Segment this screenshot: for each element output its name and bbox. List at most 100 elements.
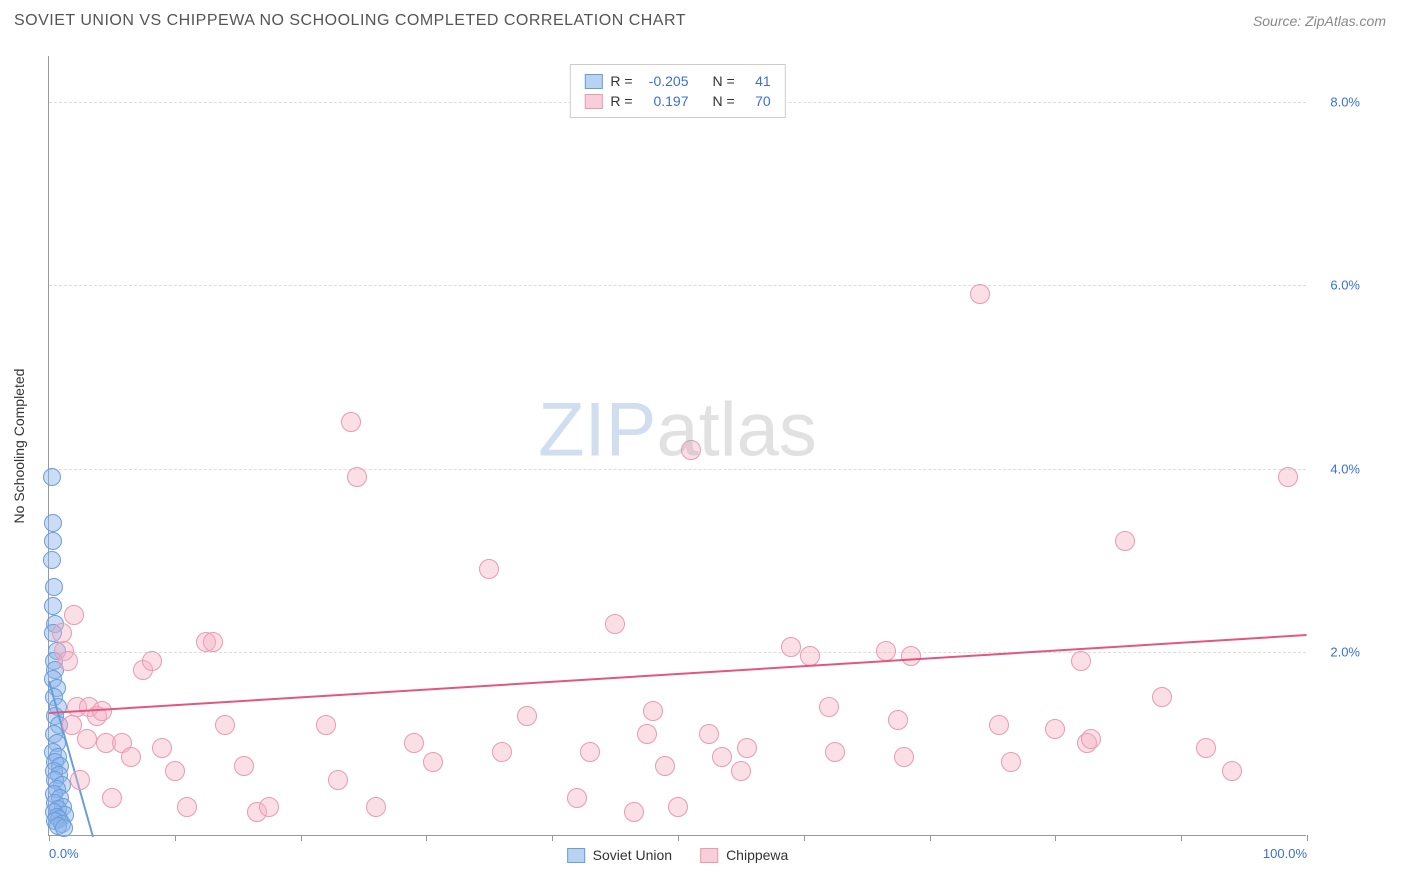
data-point xyxy=(825,742,845,762)
data-point xyxy=(699,724,719,744)
data-point xyxy=(423,752,443,772)
data-point xyxy=(901,646,921,666)
trend-line xyxy=(49,634,1307,714)
data-point xyxy=(970,284,990,304)
x-tick xyxy=(426,835,427,841)
correlation-legend: R =-0.205N =41 R = 0.197 N = 70 xyxy=(569,64,785,118)
chart-title: SOVIET UNION VS CHIPPEWA NO SCHOOLING CO… xyxy=(14,12,686,30)
data-point xyxy=(102,788,122,808)
data-point xyxy=(1071,651,1091,671)
data-point xyxy=(492,742,512,762)
data-point xyxy=(737,738,757,758)
data-point xyxy=(43,468,61,486)
data-point xyxy=(52,623,72,643)
watermark-atlas: atlas xyxy=(656,387,817,472)
x-tick xyxy=(1307,835,1308,841)
data-point xyxy=(328,770,348,790)
data-point xyxy=(121,747,141,767)
grid-line xyxy=(49,652,1306,653)
data-point xyxy=(44,514,62,532)
legend-r-value: -0.205 xyxy=(641,73,689,89)
legend-n-value: 41 xyxy=(743,73,771,89)
data-point xyxy=(567,788,587,808)
data-point xyxy=(1152,687,1172,707)
data-point xyxy=(894,747,914,767)
data-point xyxy=(888,710,908,730)
x-tick xyxy=(175,835,176,841)
legend-r-value: 0.197 xyxy=(641,93,689,109)
data-point xyxy=(517,706,537,726)
legend-swatch xyxy=(584,74,602,89)
x-tick xyxy=(49,835,50,841)
y-tick-label: 2.0% xyxy=(1330,645,1360,660)
x-tick xyxy=(552,835,553,841)
data-point xyxy=(142,651,162,671)
legend-n-label: N = xyxy=(713,93,735,109)
legend-swatch xyxy=(567,848,585,863)
x-tick xyxy=(678,835,679,841)
x-tick-label: 0.0% xyxy=(49,846,79,861)
data-point xyxy=(605,614,625,634)
data-point xyxy=(58,651,78,671)
data-point xyxy=(819,697,839,717)
legend-r-label: R = xyxy=(610,93,632,109)
legend-label: Soviet Union xyxy=(593,847,672,863)
y-tick-label: 4.0% xyxy=(1330,461,1360,476)
data-point xyxy=(55,819,73,837)
chart-container: No Schooling Completed ZIPatlas R =-0.20… xyxy=(48,56,1338,836)
data-point xyxy=(44,532,62,550)
watermark: ZIPatlas xyxy=(538,386,817,473)
data-point xyxy=(64,605,84,625)
data-point xyxy=(259,797,279,817)
data-point xyxy=(637,724,657,744)
x-tick xyxy=(301,835,302,841)
y-tick-label: 8.0% xyxy=(1330,94,1360,109)
data-point xyxy=(45,578,63,596)
chart-source: Source: ZipAtlas.com xyxy=(1253,13,1386,29)
data-point xyxy=(479,559,499,579)
data-point xyxy=(681,440,701,460)
data-point xyxy=(404,733,424,753)
data-point xyxy=(800,646,820,666)
y-axis-label: No Schooling Completed xyxy=(11,368,27,523)
data-point xyxy=(234,756,254,776)
x-tick-label: 100.0% xyxy=(1263,846,1307,861)
data-point xyxy=(203,632,223,652)
legend-swatch xyxy=(584,94,602,109)
grid-line xyxy=(49,469,1306,470)
data-point xyxy=(731,761,751,781)
data-point xyxy=(347,467,367,487)
x-tick xyxy=(930,835,931,841)
plot-area: No Schooling Completed ZIPatlas R =-0.20… xyxy=(48,56,1306,836)
data-point xyxy=(876,641,896,661)
watermark-zip: ZIP xyxy=(538,387,656,472)
data-point xyxy=(643,701,663,721)
y-tick-label: 6.0% xyxy=(1330,278,1360,293)
data-point xyxy=(1222,761,1242,781)
data-point xyxy=(70,770,90,790)
data-point xyxy=(580,742,600,762)
data-point xyxy=(655,756,675,776)
data-point xyxy=(781,637,801,657)
grid-line xyxy=(49,285,1306,286)
x-tick xyxy=(804,835,805,841)
legend-label: Chippewa xyxy=(726,847,788,863)
data-point xyxy=(1115,531,1135,551)
data-point xyxy=(1001,752,1021,772)
data-point xyxy=(44,597,62,615)
data-point xyxy=(215,715,235,735)
legend-item: Soviet Union xyxy=(567,847,672,863)
data-point xyxy=(366,797,386,817)
legend-row: R =-0.205N =41 xyxy=(584,71,770,91)
legend-n-value: 70 xyxy=(743,93,771,109)
data-point xyxy=(668,797,688,817)
data-point xyxy=(177,797,197,817)
data-point xyxy=(989,715,1009,735)
x-tick xyxy=(1181,835,1182,841)
data-point xyxy=(165,761,185,781)
x-tick xyxy=(1055,835,1056,841)
series-legend: Soviet Union Chippewa xyxy=(567,847,789,863)
data-point xyxy=(43,551,61,569)
data-point xyxy=(712,747,732,767)
data-point xyxy=(1081,729,1101,749)
